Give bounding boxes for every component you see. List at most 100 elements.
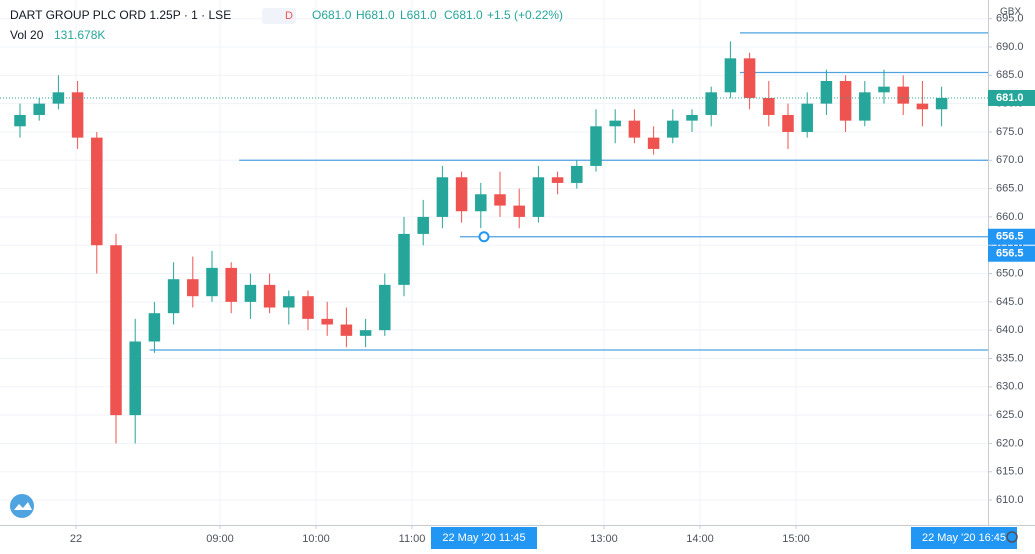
candle-body	[129, 341, 141, 416]
y-tick-label: 650.0	[996, 267, 1024, 279]
candle-body	[148, 313, 161, 342]
y-tick-label: 645.0	[996, 296, 1024, 308]
price-label-box	[988, 228, 1035, 245]
candle-body	[935, 97, 948, 110]
x-tick-label: 11:00	[399, 533, 426, 545]
time-label-box	[911, 527, 1017, 549]
candle-body	[359, 330, 372, 336]
symbol-title: DART GROUP PLC ORD 1.25P · 1 · LSE	[10, 8, 231, 22]
candle-body	[820, 80, 833, 104]
y-tick-label: 665.0	[996, 182, 1024, 194]
candle-body	[110, 245, 122, 416]
candle-body	[705, 92, 717, 115]
candle-body	[916, 103, 929, 110]
time-label: 22 May '20 16:45	[922, 532, 1006, 544]
y-tick-label: 660.0	[996, 211, 1024, 223]
candle-body	[225, 267, 237, 302]
candle-body	[283, 296, 295, 308]
candle-body	[187, 279, 199, 297]
y-tick-label: 670.0	[996, 154, 1024, 166]
candle-body	[647, 137, 660, 149]
candle-body	[494, 194, 506, 206]
candle-body	[609, 120, 621, 127]
candle-body	[571, 165, 583, 183]
candle-body	[263, 284, 276, 308]
ohlc-readout: C681.0	[444, 8, 483, 22]
volume-label: Vol 20	[10, 28, 44, 42]
interval-badge[interactable]: D	[285, 10, 293, 22]
price-label: 656.5	[996, 231, 1024, 243]
x-tick-label: 22	[70, 533, 82, 545]
x-tick-label: 10:00	[302, 533, 330, 545]
candle-body	[475, 194, 487, 212]
candle-body	[782, 114, 794, 132]
candle-body	[686, 114, 698, 121]
currency: GBX	[1000, 7, 1021, 18]
volume-value: 131.678K	[54, 28, 105, 42]
settings-icon[interactable]	[1006, 531, 1018, 543]
candle-body	[436, 177, 449, 217]
price-label-box	[988, 245, 1035, 262]
candle-body	[667, 120, 679, 138]
candle-body	[859, 92, 871, 121]
last-price-label: 681.0	[996, 92, 1024, 104]
y-tick-label: 640.0	[996, 324, 1024, 336]
candle-body	[340, 324, 353, 336]
candle-body	[763, 97, 775, 115]
logo-glyph	[14, 502, 32, 510]
candle-body	[743, 58, 756, 98]
candle-body	[897, 86, 909, 104]
time-label-box	[431, 527, 537, 549]
logo[interactable]	[10, 494, 34, 518]
y-tick-label: 690.0	[996, 41, 1024, 53]
candle-body	[417, 216, 429, 234]
x-tick-label: 14:00	[686, 533, 714, 545]
crosshair-point	[478, 231, 490, 243]
candle-body	[167, 279, 180, 314]
ohlc-readout: +1.5 (+0.22%)	[487, 8, 563, 22]
candle-body	[878, 86, 890, 93]
candle-body	[33, 103, 45, 115]
candle-body	[52, 92, 65, 104]
candle-body	[551, 177, 564, 183]
candle-body	[206, 267, 218, 297]
ohlc-readout: H681.0	[356, 8, 395, 22]
y-tick-label: 630.0	[996, 381, 1024, 393]
candle-body	[71, 92, 84, 138]
time-label: 22 May '20 11:45	[442, 532, 525, 544]
candle-body	[590, 126, 602, 166]
candle-body	[724, 58, 737, 93]
ohlc-readout: O681.0	[312, 8, 352, 22]
candle-body	[302, 296, 314, 319]
x-tick-label: 09:00	[206, 533, 234, 545]
y-tick-label: 675.0	[996, 126, 1024, 138]
last-price-box	[988, 89, 1035, 106]
y-tick-label: 610.0	[996, 494, 1024, 506]
y-tick-label: 615.0	[996, 466, 1024, 478]
y-tick-label: 620.0	[996, 437, 1024, 449]
overlay: DART GROUP PLC ORD 1.25P · 1 · LSE D Vol…	[10, 7, 1021, 543]
candle-body	[532, 177, 545, 217]
y-tick-label: 685.0	[996, 69, 1024, 81]
candle-body	[455, 177, 468, 212]
x-tick-label: 13:00	[590, 533, 618, 545]
candle-body	[801, 103, 813, 132]
candle-body	[513, 205, 525, 217]
candle-body	[398, 233, 410, 285]
y-tick-label: 695.0	[996, 13, 1024, 25]
candle-body	[321, 318, 333, 325]
x-tick-label: 15:00	[782, 533, 810, 545]
candle-body	[91, 137, 103, 246]
candle-body	[244, 284, 257, 302]
candle-body	[839, 80, 852, 121]
candle-body	[14, 114, 26, 127]
badge-bg[interactable]	[262, 8, 296, 24]
candle-body	[628, 120, 641, 138]
y-tick-label: 635.0	[996, 352, 1024, 364]
price-label: 656.5	[996, 248, 1024, 260]
ohlc-readout: L681.0	[400, 8, 437, 22]
y-tick-label: 625.0	[996, 409, 1024, 421]
